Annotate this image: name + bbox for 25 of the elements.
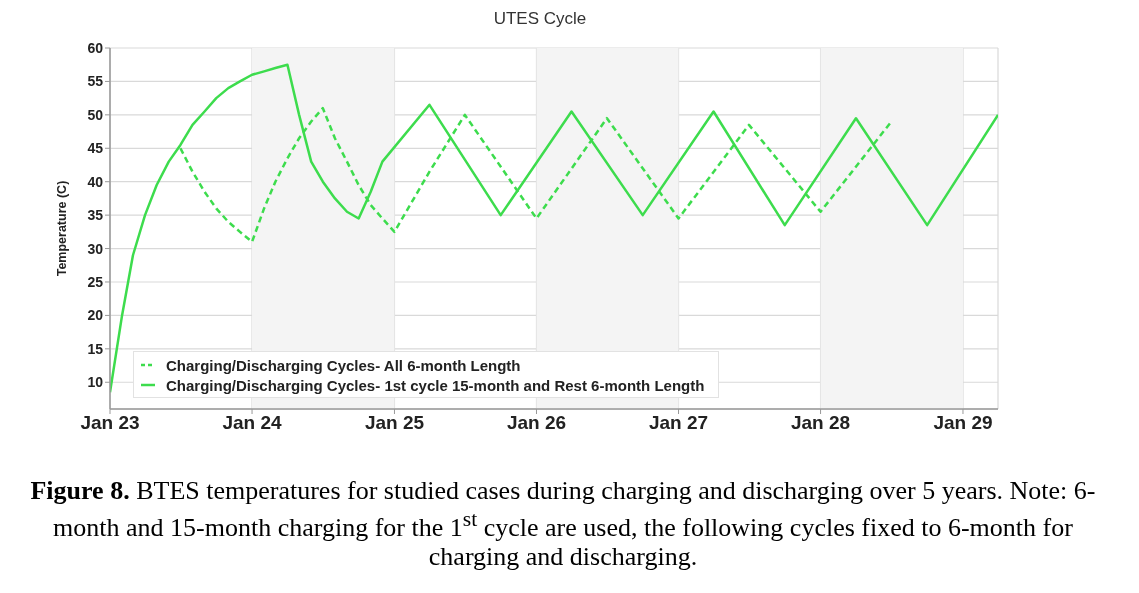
legend-label: Charging/Discharging Cycles- All 6-month Length xyxy=(166,356,521,374)
x-tick-label: Jan 28 xyxy=(790,412,851,434)
y-tick-label: 35 xyxy=(87,207,104,224)
y-tick-label: 45 xyxy=(87,140,104,157)
y-tick-label: 20 xyxy=(87,307,104,324)
x-tick-label: Jan 24 xyxy=(222,412,283,434)
chart-title: UTES Cycle xyxy=(492,9,588,29)
y-tick-label: 55 xyxy=(87,73,104,90)
x-tick-label: Jan 25 xyxy=(364,412,425,434)
y-tick-label: 60 xyxy=(87,39,104,56)
y-tick-label: 25 xyxy=(87,273,104,290)
legend-label: Charging/Discharging Cycles- 1st cycle 15-month and Rest 6-month Length xyxy=(166,376,705,394)
caption: Figure 8. BTES temperatures for studied cases during charging and discharging over 5 years. Note: 6-month and 15-month charging for the 1$^{st}$ cycle are used, the following cycles fixed to 6-month for charging and discharging. xyxy=(30,476,1096,571)
y-tick-label: 10 xyxy=(87,374,104,391)
x-tick-label: Jan 29 xyxy=(933,412,993,434)
x-tick-label: Jan 27 xyxy=(648,412,709,434)
x-tick-label: Jan 26 xyxy=(506,412,567,434)
y-axis-title: Temperature (C) xyxy=(55,180,70,277)
y-tick-label: 15 xyxy=(87,340,104,357)
line-series xyxy=(179,106,893,244)
y-tick-label: 40 xyxy=(87,173,104,190)
line-series xyxy=(110,63,998,394)
y-tick-label: 50 xyxy=(87,106,104,123)
x-tick-label: Jan 23 xyxy=(80,412,140,434)
y-tick-label: 30 xyxy=(87,240,104,257)
